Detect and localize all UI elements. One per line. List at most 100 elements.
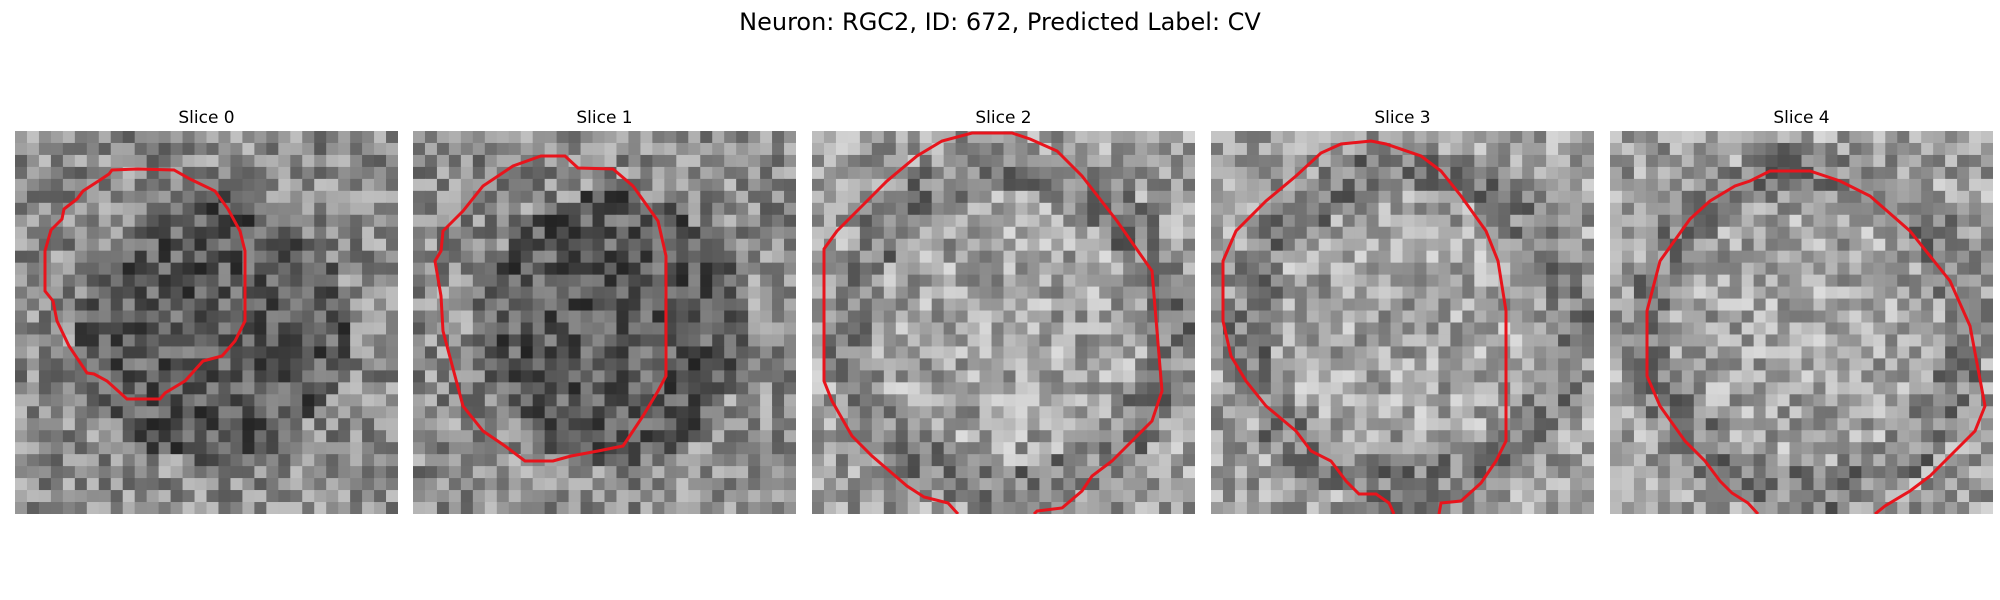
image-pixel xyxy=(1390,490,1404,503)
image-pixel xyxy=(1873,274,1886,288)
image-pixel xyxy=(1729,250,1743,264)
image-pixel xyxy=(847,334,861,348)
image-pixel xyxy=(1825,238,1839,252)
image-pixel xyxy=(736,394,749,407)
image-pixel xyxy=(1801,202,1815,216)
image-pixel xyxy=(1306,142,1320,156)
image-pixel xyxy=(314,214,327,228)
image-pixel xyxy=(1933,382,1946,395)
image-pixel xyxy=(302,322,315,336)
image-pixel xyxy=(218,226,232,240)
image-pixel xyxy=(1318,502,1332,514)
image-pixel xyxy=(1342,382,1356,395)
image-pixel xyxy=(580,478,594,491)
image-pixel xyxy=(1135,502,1148,514)
image-pixel xyxy=(1294,382,1308,395)
image-pixel xyxy=(931,166,945,180)
image-pixel xyxy=(1669,142,1683,156)
image-pixel xyxy=(1258,490,1272,503)
image-pixel xyxy=(1534,238,1547,252)
image-pixel xyxy=(1981,142,1993,156)
image-pixel xyxy=(1657,154,1671,168)
image-pixel xyxy=(1486,131,1499,144)
image-pixel xyxy=(1270,286,1284,300)
image-pixel xyxy=(170,346,184,360)
image-pixel xyxy=(302,166,315,180)
image-pixel xyxy=(326,418,339,431)
image-pixel xyxy=(1123,274,1136,288)
image-pixel xyxy=(1123,142,1136,156)
image-pixel xyxy=(170,238,184,252)
image-pixel xyxy=(1390,394,1404,407)
image-pixel xyxy=(1873,442,1886,455)
image-pixel xyxy=(1342,370,1356,383)
image-pixel xyxy=(712,346,725,360)
image-pixel xyxy=(1438,430,1451,443)
image-pixel xyxy=(1414,214,1428,228)
image-pixel xyxy=(472,346,486,360)
image-pixel xyxy=(1957,190,1970,204)
image-pixel xyxy=(1135,262,1148,276)
image-pixel xyxy=(182,298,196,312)
image-pixel xyxy=(98,478,112,491)
image-pixel xyxy=(871,298,885,312)
image-pixel xyxy=(448,466,462,479)
image-pixel xyxy=(278,262,291,276)
image-pixel xyxy=(1921,346,1934,360)
image-pixel xyxy=(436,466,450,479)
image-pixel xyxy=(1741,454,1755,467)
image-pixel xyxy=(1414,322,1428,336)
image-pixel xyxy=(1729,286,1743,300)
image-pixel xyxy=(242,214,255,228)
image-pixel xyxy=(182,490,196,503)
image-pixel xyxy=(266,406,279,419)
image-pixel xyxy=(919,238,933,252)
image-pixel xyxy=(1486,286,1499,300)
image-pixel xyxy=(278,274,291,288)
image-pixel xyxy=(943,370,957,383)
image-pixel xyxy=(712,142,725,156)
image-pixel xyxy=(871,406,885,419)
image-pixel xyxy=(1282,131,1296,144)
image-pixel xyxy=(532,406,546,419)
image-pixel xyxy=(1909,274,1922,288)
image-pixel xyxy=(967,286,981,300)
image-pixel xyxy=(1282,490,1296,503)
image-pixel xyxy=(1462,358,1475,371)
image-pixel xyxy=(931,430,945,443)
image-pixel xyxy=(1534,298,1547,312)
image-pixel xyxy=(1039,190,1052,204)
image-pixel xyxy=(1211,430,1224,443)
image-pixel xyxy=(859,274,873,288)
image-pixel xyxy=(520,286,534,300)
image-pixel xyxy=(290,394,303,407)
image-pixel xyxy=(413,310,426,324)
image-pixel xyxy=(1522,274,1535,288)
image-pixel xyxy=(1657,178,1671,192)
image-pixel xyxy=(1330,358,1344,371)
image-pixel xyxy=(1015,202,1029,216)
image-pixel xyxy=(835,322,849,336)
image-pixel xyxy=(895,394,909,407)
image-pixel xyxy=(338,502,351,514)
image-pixel xyxy=(664,406,677,419)
image-pixel xyxy=(1294,190,1308,204)
image-pixel xyxy=(1558,454,1571,467)
image-pixel xyxy=(1306,190,1320,204)
image-pixel xyxy=(1270,442,1284,455)
image-pixel xyxy=(1633,346,1647,360)
image-pixel xyxy=(26,334,40,348)
image-pixel xyxy=(1570,358,1583,371)
image-pixel xyxy=(1813,298,1827,312)
image-pixel xyxy=(424,442,438,455)
image-pixel xyxy=(676,466,689,479)
image-pixel xyxy=(1099,166,1112,180)
image-pixel xyxy=(1969,394,1982,407)
image-pixel xyxy=(592,358,606,371)
image-pixel xyxy=(1123,250,1136,264)
image-pixel xyxy=(1633,250,1647,264)
image-pixel xyxy=(700,454,713,467)
image-pixel xyxy=(1378,250,1392,264)
image-pixel xyxy=(1873,238,1886,252)
image-pixel xyxy=(134,430,148,443)
